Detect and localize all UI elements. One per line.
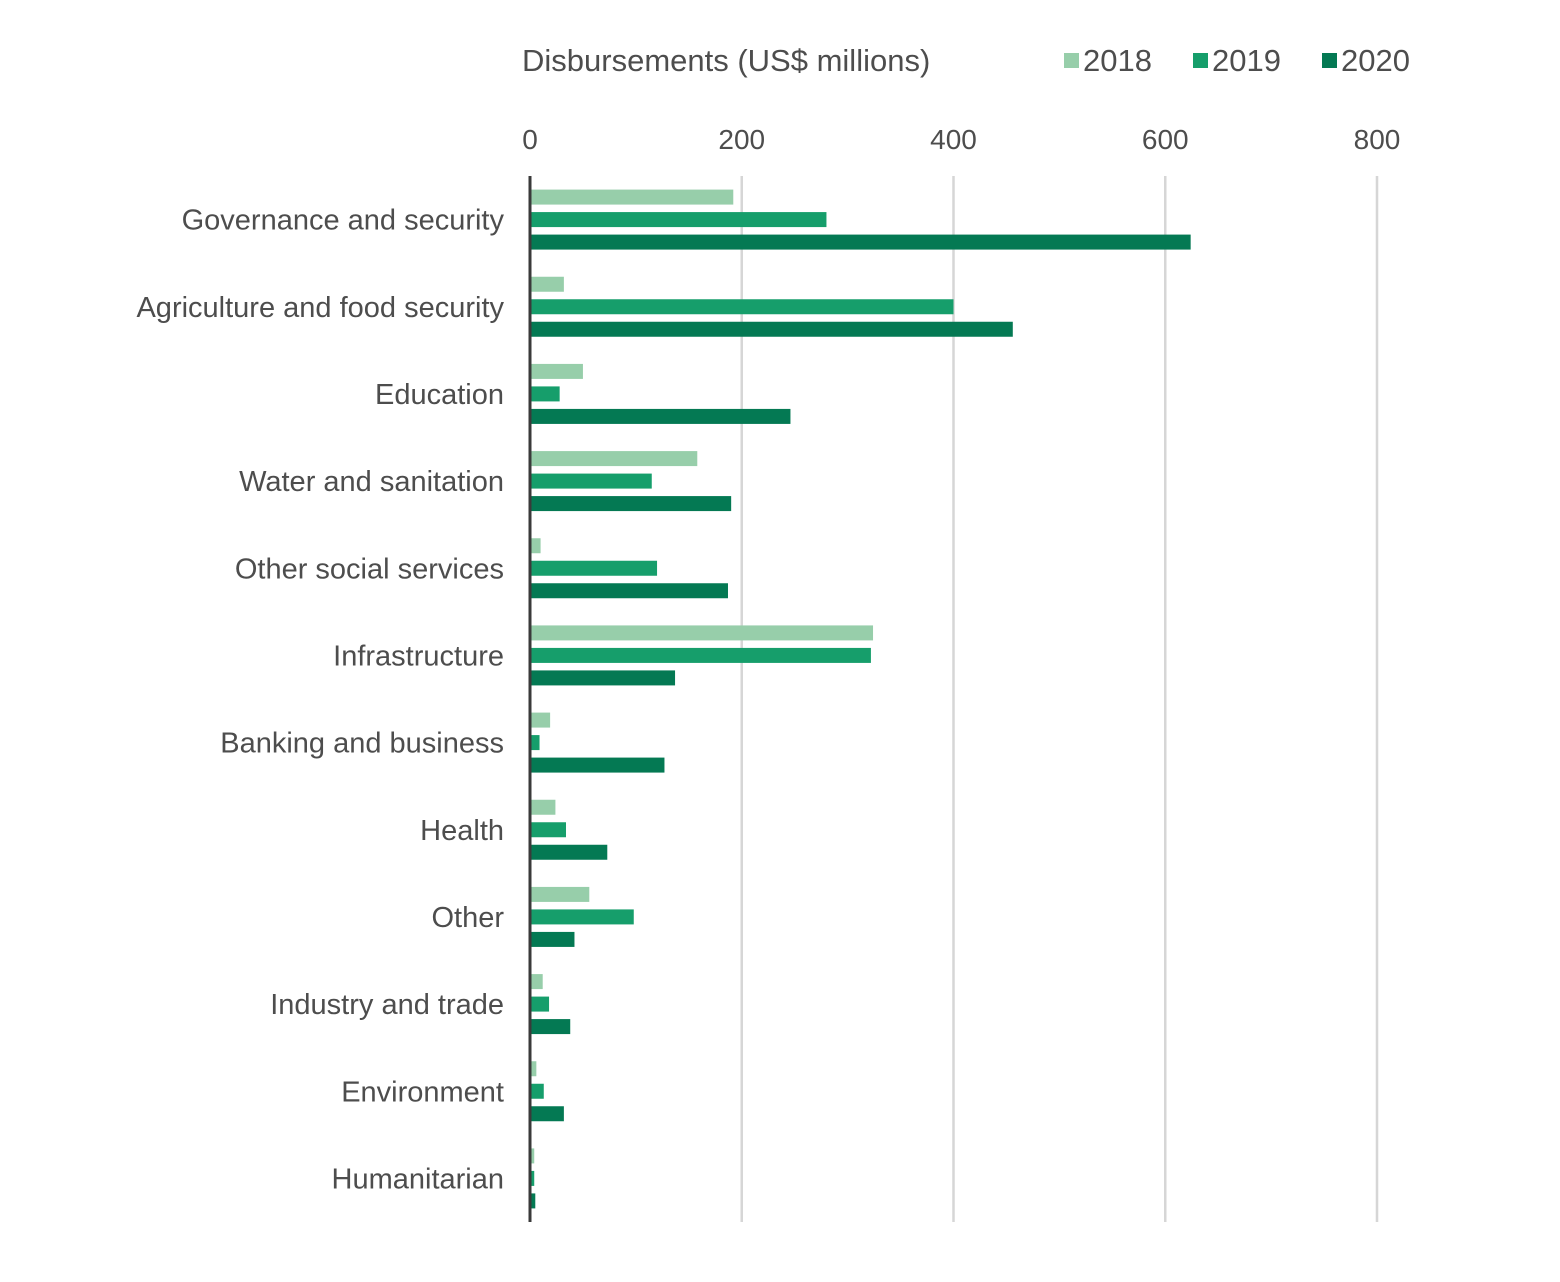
bar-other-social-services-2019 xyxy=(530,560,658,576)
category-label-health: Health xyxy=(420,815,504,847)
tick-label-400: 400 xyxy=(930,124,977,155)
gridlines xyxy=(740,176,1379,1222)
bar-education-2020 xyxy=(530,408,791,424)
bar-health-2019 xyxy=(530,822,566,838)
bar-health-2020 xyxy=(530,844,608,860)
tick-label-200: 200 xyxy=(718,124,765,155)
bar-industry-and-trade-2020 xyxy=(530,1019,571,1035)
bar-education-2018 xyxy=(530,363,583,379)
bar-governance-and-security-2019 xyxy=(530,212,827,228)
bar-water-and-sanitation-2020 xyxy=(530,496,732,512)
bar-infrastructure-2019 xyxy=(530,647,871,663)
bar-banking-and-business-2020 xyxy=(530,757,665,773)
x-axis-title: Disbursements (US$ millions) xyxy=(522,43,930,78)
bar-other-2020 xyxy=(530,931,575,947)
category-label-other: Other xyxy=(431,902,504,934)
legend-label-2020: 2020 xyxy=(1341,43,1410,78)
category-label-environment: Environment xyxy=(341,1076,504,1108)
bar-other-2018 xyxy=(530,886,590,902)
tick-label-800: 800 xyxy=(1354,124,1401,155)
tick-label-600: 600 xyxy=(1142,124,1189,155)
bar-governance-and-security-2020 xyxy=(530,234,1191,250)
bar-infrastructure-2018 xyxy=(530,625,874,641)
legend-swatch-2020 xyxy=(1322,53,1337,68)
category-label-governance-and-security: Governance and security xyxy=(182,205,505,237)
bar-health-2018 xyxy=(530,799,556,815)
bar-industry-and-trade-2019 xyxy=(530,996,550,1012)
category-label-education: Education xyxy=(375,379,504,411)
legend-label-2018: 2018 xyxy=(1083,43,1152,78)
bar-water-and-sanitation-2018 xyxy=(530,451,698,467)
bar-environment-2020 xyxy=(530,1106,564,1122)
bar-environment-2018 xyxy=(530,1061,537,1077)
legend-label-2019: 2019 xyxy=(1212,43,1281,78)
bar-water-and-sanitation-2019 xyxy=(530,473,652,489)
bar-banking-and-business-2018 xyxy=(530,712,551,728)
legend: 2018 2019 2020 xyxy=(1064,43,1410,78)
bar-humanitarian-2018 xyxy=(530,1148,535,1164)
bar-banking-and-business-2019 xyxy=(530,735,540,751)
bar-other-2019 xyxy=(530,909,634,925)
category-label-infrastructure: Infrastructure xyxy=(333,640,504,672)
bar-other-social-services-2020 xyxy=(530,583,728,599)
x-axis-ticks: 0 200 400 600 800 xyxy=(522,124,1400,155)
bar-industry-and-trade-2018 xyxy=(530,974,543,990)
bars xyxy=(530,189,1191,1209)
category-label-banking-and-business: Banking and business xyxy=(220,728,504,760)
category-label-industry-and-trade: Industry and trade xyxy=(270,989,504,1021)
category-label-agriculture-and-food-security: Agriculture and food security xyxy=(136,292,504,324)
tick-label-0: 0 xyxy=(522,124,538,155)
bar-other-social-services-2018 xyxy=(530,538,541,554)
category-labels: Governance and security Agriculture and f… xyxy=(136,205,504,1196)
bar-education-2019 xyxy=(530,386,560,402)
bar-agriculture-and-food-security-2018 xyxy=(530,276,564,292)
bar-governance-and-security-2018 xyxy=(530,189,734,205)
category-label-humanitarian: Humanitarian xyxy=(332,1163,504,1195)
bar-environment-2019 xyxy=(530,1083,544,1099)
legend-swatch-2018 xyxy=(1064,53,1079,68)
bar-infrastructure-2020 xyxy=(530,670,676,686)
legend-swatch-2019 xyxy=(1193,53,1208,68)
bar-agriculture-and-food-security-2020 xyxy=(530,321,1013,337)
category-label-other-social-services: Other social services xyxy=(235,553,504,585)
bar-agriculture-and-food-security-2019 xyxy=(530,299,954,315)
bar-humanitarian-2019 xyxy=(530,1170,535,1186)
category-label-water-and-sanitation: Water and sanitation xyxy=(239,466,504,498)
bar-humanitarian-2020 xyxy=(530,1193,536,1209)
